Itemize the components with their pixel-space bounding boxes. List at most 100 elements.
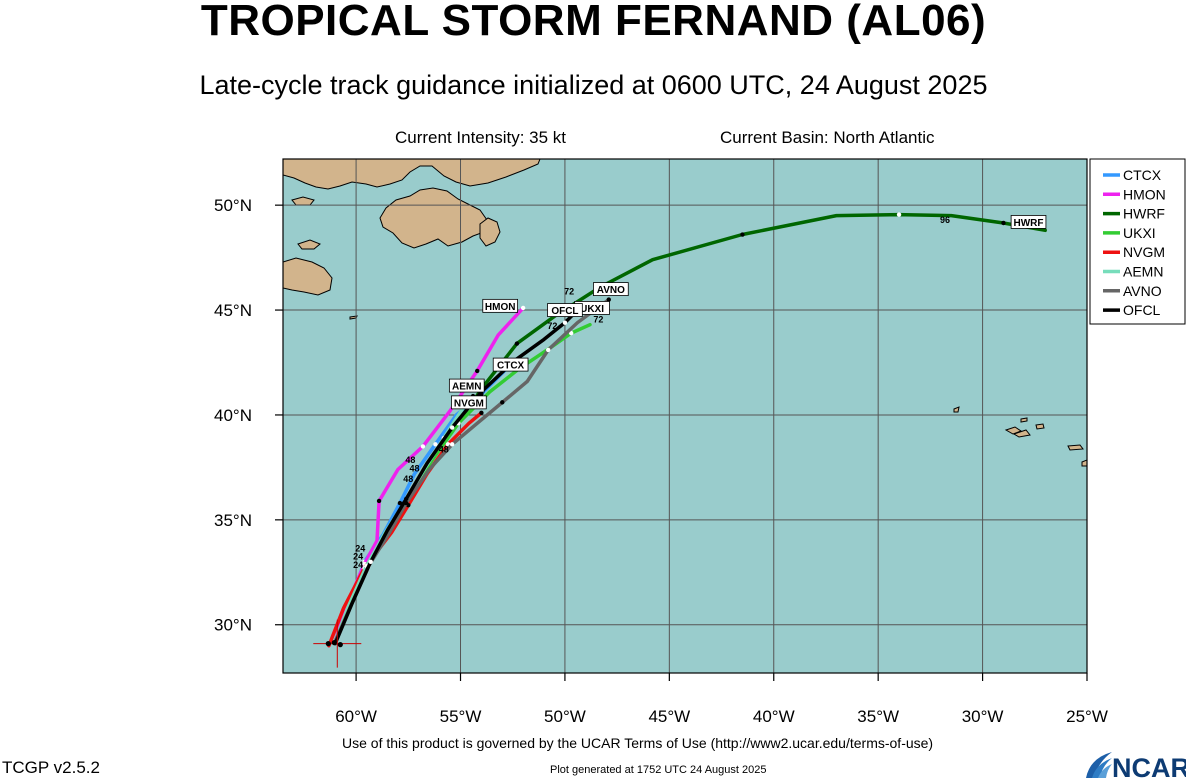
track-point xyxy=(449,425,455,430)
init-point xyxy=(325,641,331,647)
track-point xyxy=(420,444,426,449)
model-label-nvgm: NVGM xyxy=(454,398,484,409)
hour-label: 72 xyxy=(564,286,574,296)
track-point xyxy=(376,498,382,504)
model-label-box xyxy=(593,282,629,296)
land-madeira xyxy=(1067,444,1084,451)
model-label-ctcx: CTCX xyxy=(497,361,525,372)
model-label-hmon: HMON xyxy=(485,302,516,313)
legend: CTCX HMON HWRF UKXI NVGM AEMN AVNO OFCL xyxy=(1089,158,1186,325)
land-azores-2 xyxy=(1012,429,1031,438)
init-point xyxy=(331,640,337,646)
model-label-ukxi: UKXI xyxy=(580,304,604,315)
legend-label: CTCX xyxy=(1123,167,1162,183)
track-point xyxy=(568,330,574,336)
hour-label: 24 xyxy=(355,543,365,553)
track-point xyxy=(740,232,745,237)
model-label-box xyxy=(482,298,518,313)
track-point xyxy=(606,297,611,302)
ncar-logo: NCAR xyxy=(1086,752,1186,780)
x-tick-label: 25°W xyxy=(1066,707,1108,726)
land-pei xyxy=(297,239,321,250)
legend-label: NVGM xyxy=(1123,244,1165,260)
model-label-hwrf: HWRF xyxy=(1014,218,1044,229)
initial-position-marker xyxy=(313,619,362,668)
model-end-labels: CTCX HMON HWRF UKXI NVGM AEMN AVNO OFCL xyxy=(448,215,1047,410)
model-label-aemn: AEMN xyxy=(452,382,481,393)
model-label-box xyxy=(1010,215,1047,229)
track-point xyxy=(514,341,520,346)
track-point xyxy=(520,305,526,311)
land-layer xyxy=(283,159,1087,467)
land-azores-4 xyxy=(1020,417,1028,423)
hour-label: 72 xyxy=(547,321,557,331)
legend-label: AEMN xyxy=(1123,264,1163,280)
x-axis-ticks: 60°W 55°W 50°W 45°W 40°W 35°W 30°W 25°W xyxy=(335,673,1108,726)
land-anticosti xyxy=(291,196,315,206)
track-point xyxy=(1001,220,1006,226)
hour-label: 24 xyxy=(353,560,363,570)
land-iberia xyxy=(1081,459,1087,467)
hour-label: 24 xyxy=(353,552,363,562)
track-point xyxy=(449,442,455,447)
land-azores-3 xyxy=(1035,423,1045,430)
model-label-box xyxy=(448,378,485,393)
model-label-avno: AVNO xyxy=(597,285,625,296)
track-point xyxy=(896,212,902,217)
y-axis-ticks: 30°N 35°N 40°N 45°N 50°N xyxy=(214,196,283,635)
y-tick-label: 30°N xyxy=(214,616,252,635)
land-avalon xyxy=(479,217,501,247)
hour-label: 96 xyxy=(940,215,950,225)
hour-label: 48 xyxy=(439,445,449,455)
x-tick-label: 60°W xyxy=(335,707,377,726)
generated-time: Plot generated at 1752 UTC 24 August 202… xyxy=(550,764,767,776)
hour-label: 48 xyxy=(403,474,413,484)
y-tick-label: 45°N xyxy=(214,301,252,320)
legend-label: OFCL xyxy=(1123,302,1161,318)
model-label-box xyxy=(451,395,487,410)
x-tick-label: 40°W xyxy=(753,707,795,726)
model-label-box xyxy=(547,303,583,317)
track-point xyxy=(475,368,480,374)
model-tracks xyxy=(327,212,1047,648)
plot-frame xyxy=(282,158,1088,674)
x-tick-label: 30°W xyxy=(962,707,1004,726)
track-point xyxy=(433,442,438,447)
current-intensity: Current Intensity: 35 kt xyxy=(395,128,567,147)
ncar-swoosh-icon xyxy=(1086,752,1112,778)
hour-label: 48 xyxy=(410,464,420,474)
x-tick-label: 35°W xyxy=(857,707,899,726)
track-point xyxy=(500,400,505,405)
y-tick-label: 50°N xyxy=(214,196,252,215)
chart-subtitle: Late-cycle track guidance initialized at… xyxy=(199,70,988,100)
track-point xyxy=(546,347,551,353)
legend-label: HWRF xyxy=(1123,206,1165,222)
legend-box xyxy=(1089,158,1186,325)
y-tick-label: 35°N xyxy=(214,511,252,530)
grid-lines xyxy=(283,159,1088,673)
track-ofcl xyxy=(333,308,580,646)
track-point xyxy=(404,496,409,502)
ncar-logo-text: NCAR xyxy=(1112,753,1186,780)
land-azores-1 xyxy=(1004,426,1023,435)
hour-label: 72 xyxy=(593,315,603,325)
chart-title: TROPICAL STORM FERNAND (AL06) xyxy=(200,0,987,45)
terms-of-use: Use of this product is governed by the U… xyxy=(342,735,934,751)
land-cape-breton xyxy=(283,257,333,296)
x-tick-label: 55°W xyxy=(440,707,482,726)
current-basin: Current Basin: North Atlantic xyxy=(720,128,935,147)
y-tick-label: 40°N xyxy=(214,406,252,425)
hour-label: 48 xyxy=(405,455,415,465)
version-label: TCGP v2.5.2 xyxy=(2,758,100,777)
model-label-box xyxy=(492,357,529,372)
legend-label: HMON xyxy=(1123,186,1166,202)
land-flores xyxy=(953,406,960,413)
track-point xyxy=(479,410,484,416)
init-point xyxy=(337,642,343,648)
land-north-america xyxy=(283,159,541,190)
track-point xyxy=(562,320,568,325)
legend-label: UKXI xyxy=(1123,225,1156,241)
model-label-ofcl: OFCL xyxy=(551,306,578,317)
